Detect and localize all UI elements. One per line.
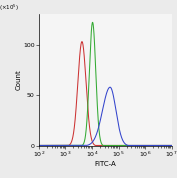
- X-axis label: FITC-A: FITC-A: [95, 161, 116, 167]
- Y-axis label: Count: Count: [16, 70, 22, 90]
- Text: $(\times10^5)$: $(\times10^5)$: [0, 3, 19, 13]
